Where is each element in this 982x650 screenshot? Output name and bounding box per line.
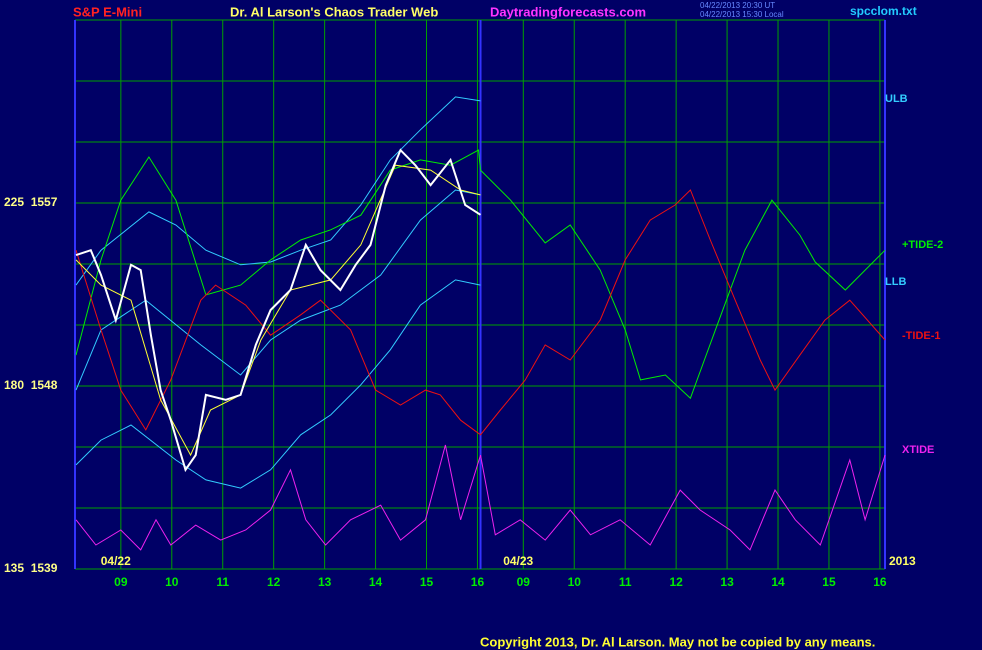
x-tick-label: 11 <box>216 575 229 589</box>
legend-label: -TIDE-1 <box>902 330 941 342</box>
site: Daytradingforecasts.com <box>490 4 646 19</box>
legend-label: LLB <box>885 276 906 288</box>
x-tick-label: 11 <box>619 575 632 589</box>
y-tick-label: 180 1548 <box>4 378 58 392</box>
date-label: 04/22 <box>101 554 131 568</box>
x-tick-label: 13 <box>720 575 734 589</box>
legend-label: ULB <box>885 93 908 105</box>
chart-title: Dr. Al Larson's Chaos Trader Web <box>230 4 438 19</box>
x-tick-label: 14 <box>369 575 383 589</box>
x-tick-label: 15 <box>822 575 836 589</box>
x-tick-label: 10 <box>165 575 179 589</box>
series-line <box>75 148 482 473</box>
series-line <box>75 189 886 436</box>
y-tick-label: 225 1557 <box>4 195 58 209</box>
x-tick-label: 15 <box>420 575 434 589</box>
timestamp: 04/22/2013 15:30 Local <box>700 10 784 19</box>
legend-label: +TIDE-2 <box>902 239 943 251</box>
timestamp: 04/22/2013 20:30 UT <box>700 1 775 10</box>
instrument: S&P E-Mini <box>73 4 142 19</box>
series-line <box>75 96 481 286</box>
x-tick-label: 16 <box>873 575 887 589</box>
series-line <box>75 189 481 391</box>
x-tick-label: 13 <box>318 575 332 589</box>
x-tick-label: 09 <box>517 575 531 589</box>
series-line <box>75 279 481 489</box>
date-label: 2013 <box>889 554 916 568</box>
y-tick-label: 135 1539 <box>4 561 58 575</box>
x-tick-label: 09 <box>114 575 128 589</box>
file-name: spcclom.txt <box>850 4 917 18</box>
x-tick-label: 16 <box>471 575 485 589</box>
series-line <box>75 444 886 551</box>
x-tick-label: 14 <box>771 575 785 589</box>
date-label: 04/23 <box>503 554 533 568</box>
x-tick-label: 12 <box>669 575 683 589</box>
x-tick-label: 12 <box>267 575 281 589</box>
x-tick-label: 10 <box>568 575 582 589</box>
legend-label: XTIDE <box>902 444 934 456</box>
copyright: Copyright 2013, Dr. Al Larson. May not b… <box>480 634 875 649</box>
